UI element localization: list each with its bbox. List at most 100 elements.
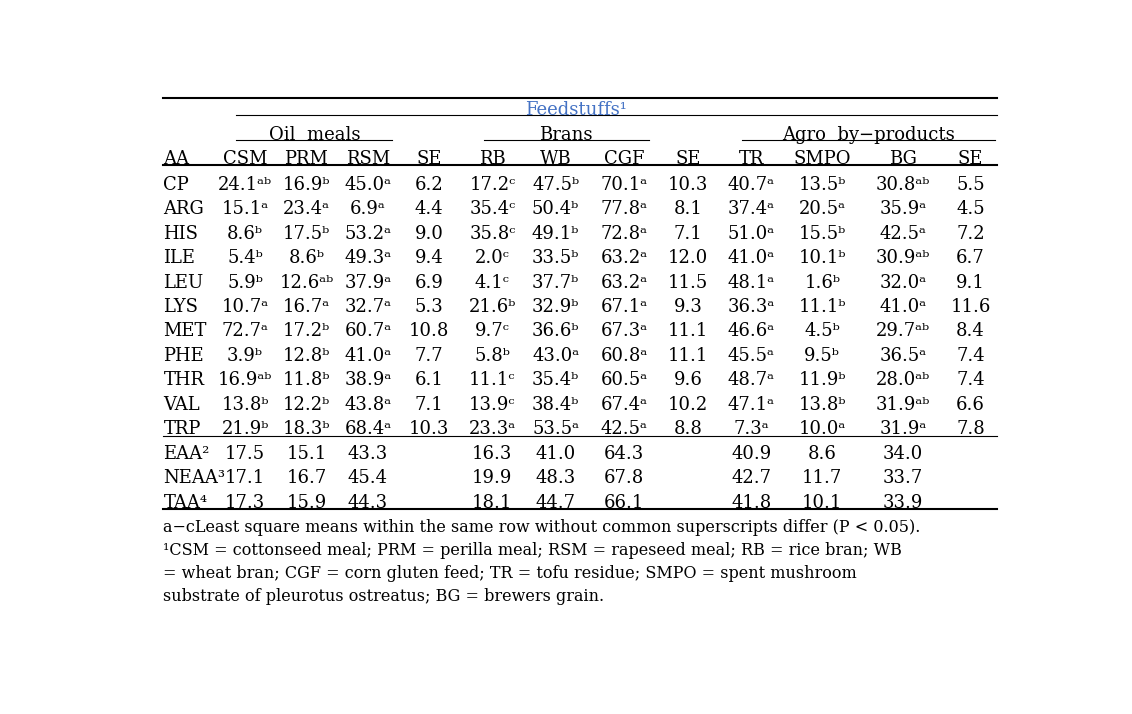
Text: PHE: PHE xyxy=(163,347,204,365)
Text: WB: WB xyxy=(540,150,572,168)
Text: 6.7: 6.7 xyxy=(957,249,985,267)
Text: 68.4ᵃ: 68.4ᵃ xyxy=(344,421,392,438)
Text: 67.1ᵃ: 67.1ᵃ xyxy=(600,298,648,316)
Text: 10.0ᵃ: 10.0ᵃ xyxy=(799,421,846,438)
Text: 9.4: 9.4 xyxy=(415,249,444,267)
Text: 48.1ᵃ: 48.1ᵃ xyxy=(728,273,774,291)
Text: 21.9ᵇ: 21.9ᵇ xyxy=(222,421,268,438)
Text: SE: SE xyxy=(676,150,701,168)
Text: 9.5ᵇ: 9.5ᵇ xyxy=(805,347,840,365)
Text: NEAA³: NEAA³ xyxy=(163,469,225,487)
Text: Oil  meals: Oil meals xyxy=(268,126,360,144)
Text: 49.1ᵇ: 49.1ᵇ xyxy=(532,225,580,243)
Text: 19.9: 19.9 xyxy=(472,469,513,487)
Text: 17.2ᵇ: 17.2ᵇ xyxy=(283,323,331,341)
Text: 9.6: 9.6 xyxy=(674,371,703,389)
Text: 9.7ᶜ: 9.7ᶜ xyxy=(475,323,509,341)
Text: Brans: Brans xyxy=(539,126,593,144)
Text: CSM: CSM xyxy=(223,150,267,168)
Text: 40.9: 40.9 xyxy=(731,445,771,463)
Text: 38.9ᵃ: 38.9ᵃ xyxy=(344,371,392,389)
Text: 38.4ᵇ: 38.4ᵇ xyxy=(532,396,580,414)
Text: 10.2: 10.2 xyxy=(668,396,709,414)
Text: MET: MET xyxy=(163,323,207,341)
Text: 28.0ᵃᵇ: 28.0ᵃᵇ xyxy=(876,371,931,389)
Text: 24.1ᵃᵇ: 24.1ᵃᵇ xyxy=(218,176,272,193)
Text: 11.5: 11.5 xyxy=(668,273,709,291)
Text: 16.9ᵃᵇ: 16.9ᵃᵇ xyxy=(217,371,272,389)
Text: 6.6: 6.6 xyxy=(957,396,985,414)
Text: EAA²: EAA² xyxy=(163,445,209,463)
Text: 2.0ᶜ: 2.0ᶜ xyxy=(475,249,509,267)
Text: a−cLeast square means within the same row without common superscripts differ (P : a−cLeast square means within the same ro… xyxy=(163,519,920,536)
Text: 10.1ᵇ: 10.1ᵇ xyxy=(798,249,846,267)
Text: 18.1: 18.1 xyxy=(472,494,513,512)
Text: 12.2ᵇ: 12.2ᵇ xyxy=(283,396,331,414)
Text: 15.1: 15.1 xyxy=(286,445,326,463)
Text: 33.7: 33.7 xyxy=(883,469,923,487)
Text: LYS: LYS xyxy=(163,298,198,316)
Text: 16.7: 16.7 xyxy=(286,469,326,487)
Text: 16.3: 16.3 xyxy=(472,445,513,463)
Text: RB: RB xyxy=(479,150,506,168)
Text: 23.3ᵃ: 23.3ᵃ xyxy=(469,421,516,438)
Text: 10.3: 10.3 xyxy=(409,421,449,438)
Text: BG: BG xyxy=(889,150,917,168)
Text: 45.4: 45.4 xyxy=(348,469,388,487)
Text: 66.1: 66.1 xyxy=(603,494,644,512)
Text: 63.2ᵃ: 63.2ᵃ xyxy=(600,273,648,291)
Text: 11.9ᵇ: 11.9ᵇ xyxy=(798,371,846,389)
Text: 8.6: 8.6 xyxy=(808,445,837,463)
Text: 7.4: 7.4 xyxy=(957,347,985,365)
Text: 17.5ᵇ: 17.5ᵇ xyxy=(283,225,331,243)
Text: 3.9ᵇ: 3.9ᵇ xyxy=(228,347,263,365)
Text: 9.1: 9.1 xyxy=(957,273,985,291)
Text: 21.6ᵇ: 21.6ᵇ xyxy=(469,298,516,316)
Text: 67.8: 67.8 xyxy=(603,469,644,487)
Text: 32.9ᵇ: 32.9ᵇ xyxy=(532,298,580,316)
Text: 53.2ᵃ: 53.2ᵃ xyxy=(344,225,392,243)
Text: 30.8ᵃᵇ: 30.8ᵃᵇ xyxy=(876,176,931,193)
Text: 11.8ᵇ: 11.8ᵇ xyxy=(283,371,331,389)
Text: 23.4ᵃ: 23.4ᵃ xyxy=(283,200,329,218)
Text: 4.5ᵇ: 4.5ᵇ xyxy=(805,323,840,341)
Text: 10.8: 10.8 xyxy=(409,323,449,341)
Text: 17.3: 17.3 xyxy=(225,494,265,512)
Text: = wheat bran; CGF = corn gluten feed; TR = tofu residue; SMPO = spent mushroom: = wheat bran; CGF = corn gluten feed; TR… xyxy=(163,565,857,582)
Text: 36.3ᵃ: 36.3ᵃ xyxy=(728,298,774,316)
Text: SE: SE xyxy=(958,150,984,168)
Text: 72.8ᵃ: 72.8ᵃ xyxy=(600,225,648,243)
Text: 31.9ᵃ: 31.9ᵃ xyxy=(880,421,927,438)
Text: 5.8ᵇ: 5.8ᵇ xyxy=(474,347,511,365)
Text: 4.4: 4.4 xyxy=(415,200,444,218)
Text: 29.7ᵃᵇ: 29.7ᵃᵇ xyxy=(876,323,931,341)
Text: 17.1: 17.1 xyxy=(225,469,265,487)
Text: 60.7ᵃ: 60.7ᵃ xyxy=(344,323,392,341)
Text: 11.1: 11.1 xyxy=(668,347,709,365)
Text: 13.8ᵇ: 13.8ᵇ xyxy=(221,396,268,414)
Text: 48.7ᵃ: 48.7ᵃ xyxy=(728,371,774,389)
Text: 5.5: 5.5 xyxy=(957,176,985,193)
Text: 37.4ᵃ: 37.4ᵃ xyxy=(728,200,774,218)
Text: 32.0ᵃ: 32.0ᵃ xyxy=(880,273,927,291)
Text: AA: AA xyxy=(163,150,189,168)
Text: 12.0: 12.0 xyxy=(668,249,709,267)
Text: 72.7ᵃ: 72.7ᵃ xyxy=(222,323,268,341)
Text: 44.3: 44.3 xyxy=(348,494,388,512)
Text: 7.3ᵃ: 7.3ᵃ xyxy=(734,421,769,438)
Text: 7.2: 7.2 xyxy=(957,225,985,243)
Text: SE: SE xyxy=(417,150,441,168)
Text: 5.4ᵇ: 5.4ᵇ xyxy=(228,249,263,267)
Text: 9.0: 9.0 xyxy=(414,225,444,243)
Text: 47.5ᵇ: 47.5ᵇ xyxy=(532,176,580,193)
Text: 8.6ᵇ: 8.6ᵇ xyxy=(289,249,325,267)
Text: 36.6ᵇ: 36.6ᵇ xyxy=(532,323,580,341)
Text: 41.0ᵃ: 41.0ᵃ xyxy=(728,249,774,267)
Text: 1.6ᵇ: 1.6ᵇ xyxy=(804,273,840,291)
Text: 15.5ᵇ: 15.5ᵇ xyxy=(799,225,846,243)
Text: 67.4ᵃ: 67.4ᵃ xyxy=(600,396,648,414)
Text: Agro  by−products: Agro by−products xyxy=(782,126,955,144)
Text: 6.2: 6.2 xyxy=(415,176,444,193)
Text: 43.3: 43.3 xyxy=(348,445,388,463)
Text: THR: THR xyxy=(163,371,205,389)
